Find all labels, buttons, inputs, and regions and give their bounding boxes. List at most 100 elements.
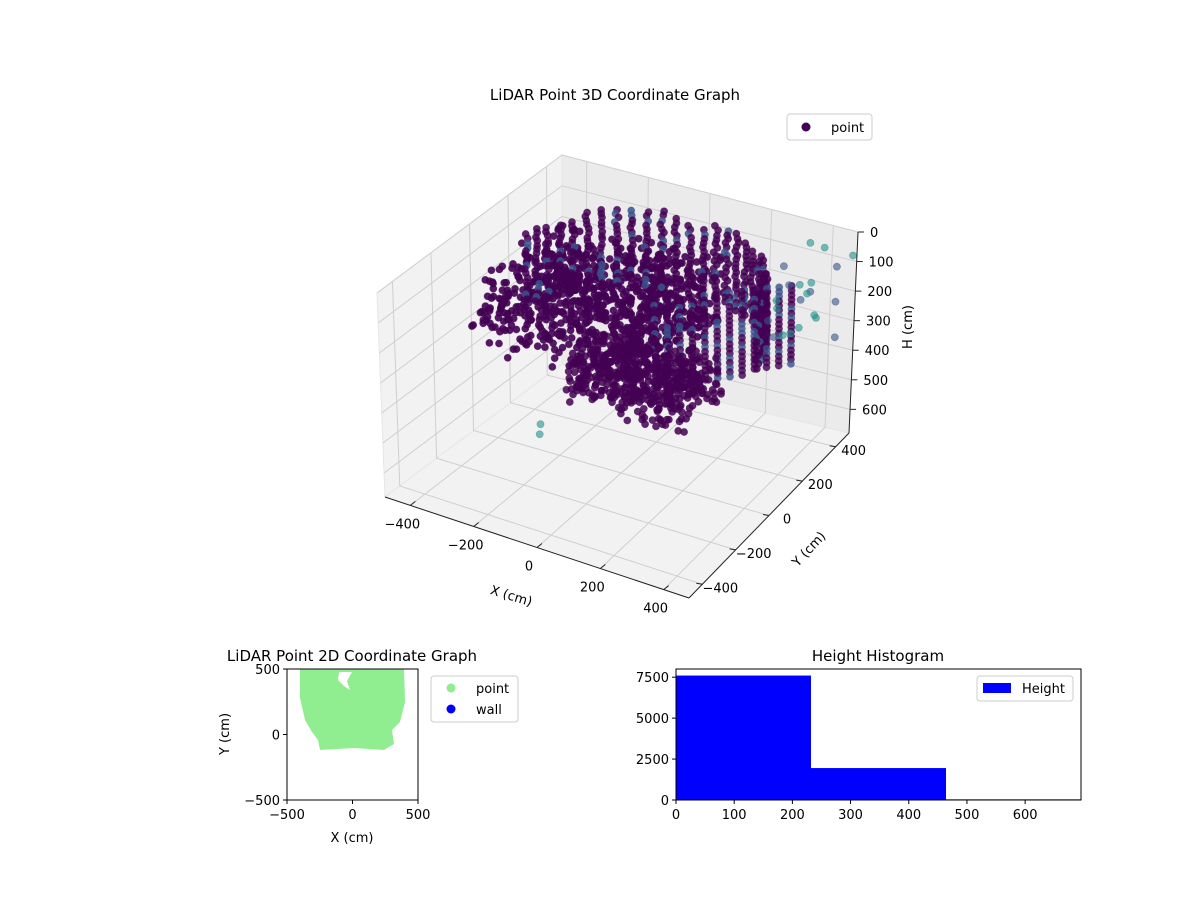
y-tick-label-2d: 0	[272, 729, 280, 744]
point-3d	[678, 408, 686, 417]
point-3d	[495, 339, 503, 348]
point-3d	[661, 421, 670, 429]
point-3d	[495, 327, 504, 336]
point-3d	[629, 330, 638, 338]
point-3d	[807, 278, 816, 287]
point-3d	[567, 333, 576, 342]
point-3d	[509, 259, 517, 268]
point-3d	[785, 281, 793, 290]
point-3d	[608, 325, 617, 333]
point-3d	[641, 370, 650, 378]
point-3d	[495, 309, 504, 317]
point-3d	[717, 389, 725, 398]
point-3d	[688, 401, 697, 410]
y-tick-label-2d: 500	[255, 663, 280, 678]
point-3d	[535, 430, 544, 439]
point-3d	[582, 318, 591, 327]
point-3d	[489, 279, 497, 288]
point-3d	[542, 292, 551, 301]
point-3d	[495, 265, 504, 274]
legend-2d-wall-label: wall	[476, 703, 502, 718]
point-3d	[796, 295, 805, 304]
point-3d	[512, 308, 520, 317]
histogram-bar	[811, 768, 946, 800]
point-3d	[570, 286, 579, 294]
grid-line-y	[391, 281, 703, 585]
point-3d	[806, 238, 815, 247]
point-3d	[703, 394, 711, 403]
point-3d	[584, 284, 593, 293]
point-3d	[590, 261, 598, 270]
point-3d	[592, 292, 600, 301]
legend-histogram-label: Height	[1022, 682, 1065, 697]
point-3d	[536, 312, 544, 320]
point-3d	[624, 295, 633, 304]
point-3d	[612, 368, 620, 377]
x-tick-label-hist: 100	[722, 808, 747, 823]
point-3d	[589, 253, 597, 262]
point-3d	[604, 375, 613, 383]
point-3d	[653, 358, 662, 367]
point-3d	[512, 345, 521, 353]
point-3d	[513, 269, 521, 278]
point-3d	[533, 342, 542, 351]
point-3d	[605, 255, 614, 263]
z-tick-label-3d: 200	[867, 285, 892, 300]
point-3d	[516, 276, 524, 285]
point-3d	[677, 383, 686, 392]
point-3d	[581, 331, 589, 339]
plot-histogram: Height Histogram 0 100 200 300 400 500 600 0 250…	[636, 647, 1082, 823]
point-3d	[795, 280, 804, 289]
point-3d	[589, 330, 598, 339]
point-3d	[558, 307, 567, 316]
point-3d	[704, 375, 713, 384]
point-3d	[681, 359, 690, 368]
point-3d	[556, 331, 564, 340]
point-3d	[648, 416, 657, 424]
point-3d	[601, 292, 610, 300]
point-3d	[779, 331, 787, 339]
point-3d	[565, 374, 574, 383]
grid-line-y	[469, 223, 770, 516]
point-3d	[586, 296, 595, 305]
z-tick-label-3d: 300	[866, 315, 891, 330]
legend-histogram-swatch	[983, 683, 1011, 693]
point-3d	[600, 330, 608, 339]
point-3d	[608, 398, 616, 407]
z-tick-label-3d: 0	[870, 226, 878, 241]
point-3d	[738, 371, 747, 379]
legend-2d: point wall	[430, 675, 519, 723]
plot-3d: −400 −200 0 200 400 400 200 0 −200 −400 0 100 200 300…	[376, 86, 916, 617]
point-3d	[541, 343, 549, 352]
point-3d	[670, 404, 679, 413]
x-tick-label-hist: 600	[1013, 808, 1038, 823]
point-3d	[682, 414, 691, 423]
point-3d	[485, 338, 494, 347]
point-3d	[609, 295, 617, 303]
point-3d	[503, 353, 512, 362]
point-3d	[820, 243, 829, 252]
point-3d	[613, 390, 621, 399]
point-3d	[572, 320, 580, 328]
point-3d	[762, 363, 771, 372]
y-tick-label-3d: 0	[783, 513, 791, 528]
y-tick-label-hist: 5000	[636, 712, 669, 727]
point-3d	[565, 398, 574, 406]
point-3d	[541, 331, 550, 339]
point-3d	[685, 346, 694, 355]
point-3d	[608, 349, 616, 358]
point-3d	[684, 390, 693, 399]
point-3d	[708, 385, 717, 394]
point-3d	[627, 279, 636, 288]
legend-2d-point-label: point	[476, 682, 509, 697]
x-tick-label-hist: 0	[672, 808, 680, 823]
scatter-points-3d	[467, 205, 857, 439]
point-3d	[628, 394, 636, 403]
point-3d	[648, 276, 657, 285]
point-3d	[831, 297, 840, 306]
point-3d	[578, 289, 587, 298]
x-tick-label-3d: 0	[525, 560, 533, 575]
point-3d	[500, 278, 509, 287]
point-3d	[690, 375, 699, 384]
